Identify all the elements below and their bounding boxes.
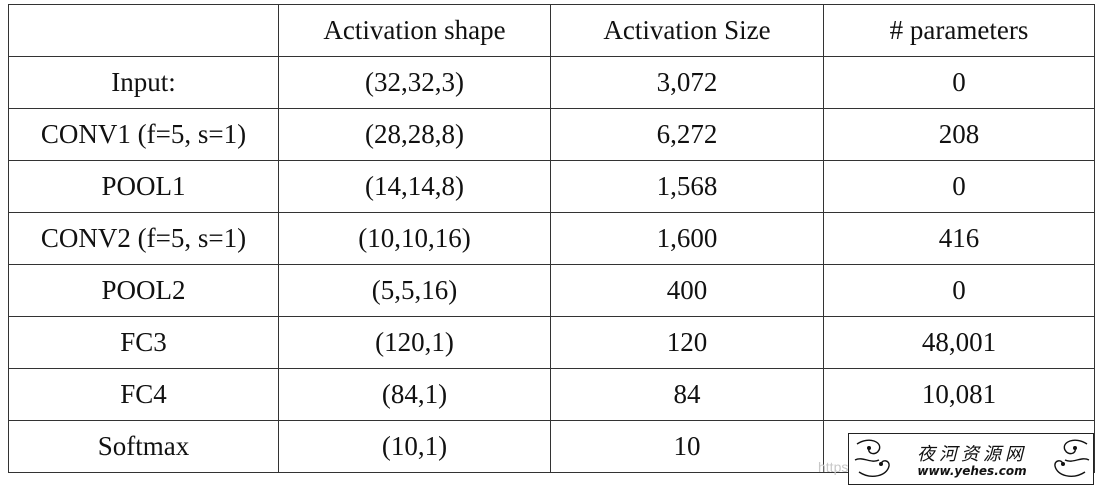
- table-row: CONV2 (f=5, s=1) (10,10,16) 1,600 416: [8, 212, 1095, 265]
- parameters-cell: 0: [823, 264, 1095, 317]
- header-cell-activation-size: Activation Size: [550, 4, 824, 57]
- table-header-row: Activation shape Activation Size # param…: [8, 4, 1095, 57]
- layer-cell: POOL2: [8, 264, 279, 317]
- parameters-cell: 10,081: [823, 368, 1095, 421]
- activation-shape-cell: (10,1): [278, 420, 551, 473]
- activation-size-cell: 3,072: [550, 56, 824, 109]
- layer-cell: POOL1: [8, 160, 279, 213]
- activation-shape-cell: (14,14,8): [278, 160, 551, 213]
- parameters-cell: 48,001: [823, 316, 1095, 369]
- activation-shape-cell: (84,1): [278, 368, 551, 421]
- layer-cell: Softmax: [8, 420, 279, 473]
- header-cell-activation-shape: Activation shape: [278, 4, 551, 57]
- cnn-parameters-table: Activation shape Activation Size # param…: [8, 4, 1095, 473]
- table-row: CONV1 (f=5, s=1) (28,28,8) 6,272 208: [8, 108, 1095, 161]
- activation-shape-cell: (32,32,3): [278, 56, 551, 109]
- activation-size-cell: 84: [550, 368, 824, 421]
- activation-size-cell: 400: [550, 264, 824, 317]
- parameters-cell: 0: [823, 160, 1095, 213]
- layer-cell: Input:: [8, 56, 279, 109]
- header-cell-parameters: # parameters: [823, 4, 1095, 57]
- activation-size-cell: 1,568: [550, 160, 824, 213]
- table-row: POOL1 (14,14,8) 1,568 0: [8, 160, 1095, 213]
- parameters-cell: 416: [823, 212, 1095, 265]
- table-row: Input: (32,32,3) 3,072 0: [8, 56, 1095, 109]
- logo-text: 夜河资源网: [917, 444, 1027, 465]
- layer-cell: FC4: [8, 368, 279, 421]
- table-row: FC3 (120,1) 120 48,001: [8, 316, 1095, 369]
- activation-shape-cell: (10,10,16): [278, 212, 551, 265]
- activation-size-cell: 10: [550, 420, 824, 473]
- activation-shape-cell: (5,5,16): [278, 264, 551, 317]
- activation-size-cell: 1,600: [550, 212, 824, 265]
- layer-cell: FC3: [8, 316, 279, 369]
- layer-cell: CONV2 (f=5, s=1): [8, 212, 279, 265]
- logo-ornament-icon: [854, 439, 1090, 477]
- site-logo-watermark: 夜河资源网 www.yehes.com: [848, 433, 1094, 485]
- layer-cell: CONV1 (f=5, s=1): [8, 108, 279, 161]
- activation-size-cell: 6,272: [550, 108, 824, 161]
- activation-size-cell: 120: [550, 316, 824, 369]
- header-cell-layer: [8, 4, 279, 57]
- activation-shape-cell: (120,1): [278, 316, 551, 369]
- logo-url: www.yehes.com: [917, 464, 1027, 478]
- table-row: FC4 (84,1) 84 10,081: [8, 368, 1095, 421]
- parameters-cell: 0: [823, 56, 1095, 109]
- table-row: POOL2 (5,5,16) 400 0: [8, 264, 1095, 317]
- activation-shape-cell: (28,28,8): [278, 108, 551, 161]
- parameters-cell: 208: [823, 108, 1095, 161]
